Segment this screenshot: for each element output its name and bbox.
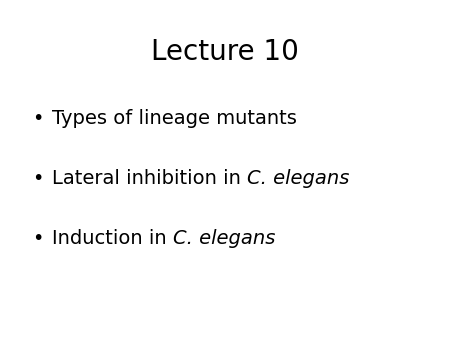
Text: •: • (32, 228, 44, 247)
Text: Types of lineage mutants: Types of lineage mutants (52, 108, 297, 127)
Text: Lateral inhibition in: Lateral inhibition in (52, 169, 247, 188)
Text: •: • (32, 169, 44, 188)
Text: C. elegans: C. elegans (173, 228, 275, 247)
Text: •: • (32, 108, 44, 127)
Text: C. elegans: C. elegans (247, 169, 350, 188)
Text: Lecture 10: Lecture 10 (151, 38, 299, 66)
Text: Induction in: Induction in (52, 228, 173, 247)
